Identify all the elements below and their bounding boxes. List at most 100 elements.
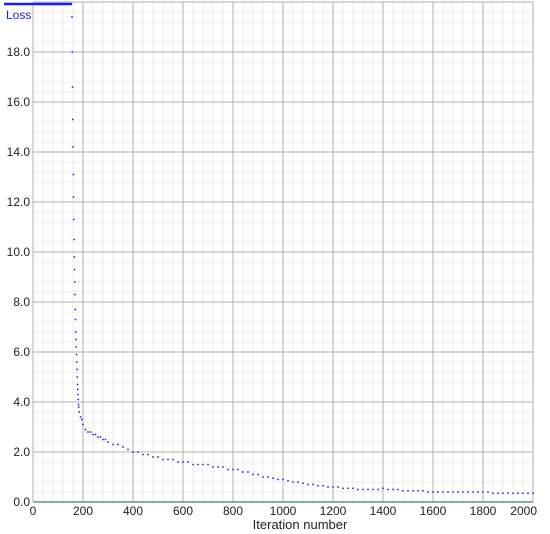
loss-point — [197, 463, 199, 466]
loss-point — [71, 51, 74, 53]
loss-point — [73, 268, 76, 271]
loss-point — [142, 453, 144, 456]
loss-point — [187, 461, 189, 463]
loss-point — [482, 491, 484, 493]
loss-point — [267, 476, 269, 478]
loss-point — [347, 487, 349, 490]
loss-point — [337, 486, 339, 488]
loss-point — [392, 488, 394, 491]
legend: Loss — [4, 2, 72, 22]
loss-point — [104, 438, 107, 441]
loss-point — [73, 256, 76, 258]
loss-point — [457, 491, 459, 493]
loss-point — [527, 492, 529, 495]
loss-point — [377, 488, 379, 491]
y-tick-label: 16.0 — [7, 95, 31, 109]
x-tick-label: 1600 — [420, 504, 447, 518]
y-tick-label: 4.0 — [13, 395, 30, 409]
loss-point — [512, 492, 514, 495]
loss-point — [127, 448, 129, 451]
loss-point — [82, 423, 84, 426]
x-tick-labels: 0 200 400 600 800 1000 1200 1400 1600 1800 2000 — [30, 504, 538, 518]
loss-point — [78, 411, 81, 413]
loss-point — [72, 173, 75, 176]
x-tick-label: 800 — [223, 504, 243, 518]
loss-point — [71, 16, 73, 18]
loss-point — [287, 479, 289, 482]
loss-point — [382, 487, 384, 490]
loss-point — [182, 461, 184, 463]
loss-point — [167, 458, 169, 461]
loss-point — [462, 491, 464, 493]
loss-point — [222, 466, 224, 468]
loss-point — [357, 488, 359, 491]
loss-point — [107, 441, 109, 443]
loss-point — [487, 491, 489, 493]
loss-point — [492, 492, 494, 495]
loss-point — [87, 431, 89, 433]
loss-point — [237, 468, 239, 471]
loss-point — [76, 383, 79, 386]
x-tick-label: 400 — [123, 504, 143, 518]
loss-point — [507, 492, 509, 495]
legend-entry-loss: Loss — [6, 8, 31, 22]
y-tick-labels: 0.0 2.0 4.0 6.0 8.0 10.0 12.0 14.0 16.0 18.0 — [7, 45, 31, 509]
loss-point — [502, 492, 504, 495]
loss-point — [412, 489, 414, 492]
loss-point — [74, 331, 77, 333]
loss-point — [84, 428, 87, 431]
loss-point — [75, 346, 78, 348]
loss-point — [477, 491, 479, 493]
loss-point — [73, 281, 76, 283]
loss-point — [472, 491, 474, 493]
loss-point — [157, 456, 159, 458]
loss-point — [112, 443, 114, 446]
loss-point — [262, 476, 264, 478]
loss-point — [427, 491, 429, 493]
x-tick-label: 600 — [173, 504, 193, 518]
loss-point — [94, 433, 97, 436]
loss-point — [74, 318, 77, 321]
x-axis-label: Iteration number — [253, 517, 348, 532]
loss-point — [272, 477, 274, 480]
loss-point — [75, 338, 77, 341]
x-tick-label: 2000 — [510, 504, 537, 518]
loss-point — [232, 468, 234, 471]
loss-point — [297, 481, 299, 483]
loss-point — [74, 293, 76, 296]
loss-point — [402, 489, 404, 492]
loss-point — [75, 361, 78, 363]
loss-point — [387, 488, 389, 491]
loss-point — [217, 466, 219, 468]
y-tick-label: 12.0 — [7, 195, 31, 209]
loss-point — [442, 491, 444, 493]
loss-point — [332, 486, 334, 488]
loss-point — [522, 492, 524, 495]
loss-point — [467, 491, 469, 493]
loss-point — [432, 491, 434, 493]
loss-point — [89, 431, 92, 433]
loss-point — [407, 489, 409, 492]
y-tick-label: 18.0 — [7, 45, 31, 59]
loss-point — [76, 388, 79, 391]
x-tick-label: 1200 — [320, 504, 347, 518]
loss-point — [452, 491, 454, 493]
loss-point — [202, 463, 204, 466]
x-tick-label: 1000 — [270, 504, 297, 518]
loss-point — [362, 488, 364, 491]
loss-point — [447, 491, 449, 493]
x-tick-label: 200 — [73, 504, 93, 518]
loss-point — [72, 196, 75, 198]
loss-point — [327, 486, 329, 488]
loss-point — [242, 471, 244, 473]
loss-point — [71, 118, 74, 121]
loss-point — [99, 436, 102, 438]
loss-point — [77, 398, 80, 401]
loss-point — [76, 376, 79, 378]
loss-point — [252, 473, 254, 476]
loss-point — [372, 488, 374, 491]
loss-point — [71, 86, 74, 88]
loss-point — [277, 478, 279, 481]
loss-point — [417, 489, 419, 492]
